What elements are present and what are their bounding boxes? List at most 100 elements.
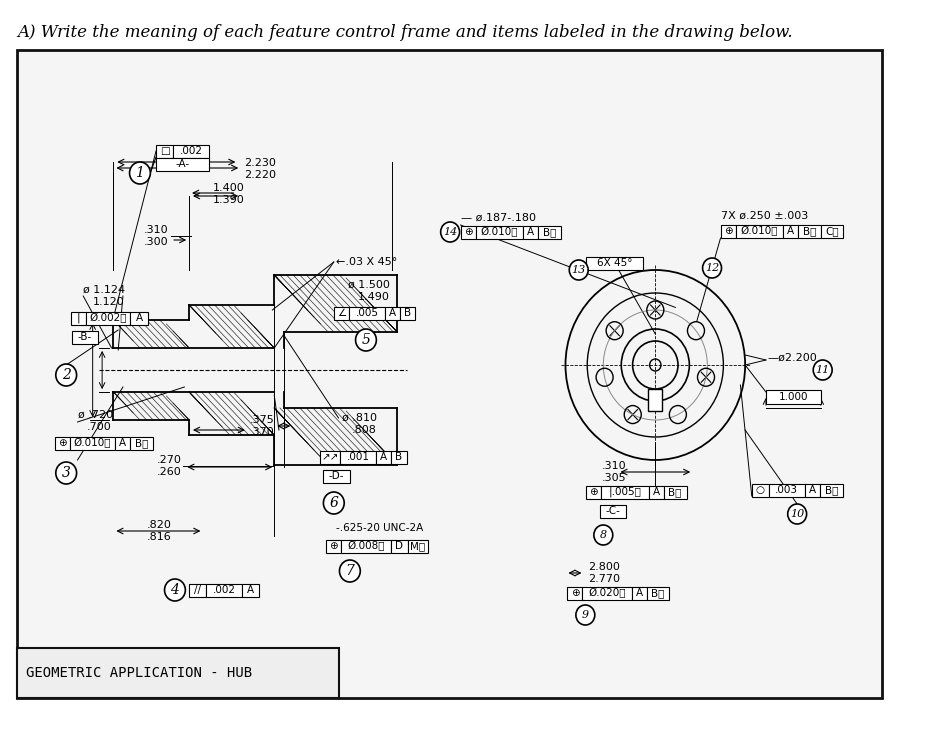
Text: —ø2.200: —ø2.200 (768, 353, 818, 363)
Text: .310: .310 (602, 461, 626, 471)
Text: .310: .310 (144, 225, 169, 235)
Bar (342, 539, 390, 553)
Text: D: D (395, 541, 403, 551)
Bar (130, 436, 153, 449)
Bar (407, 539, 428, 553)
Bar (646, 586, 669, 600)
Text: ⊕: ⊕ (329, 541, 338, 551)
Text: 1.490: 1.490 (357, 292, 389, 302)
Text: 3: 3 (62, 466, 70, 480)
Bar (156, 144, 173, 158)
Text: A: A (636, 588, 643, 598)
Text: 2.220: 2.220 (244, 170, 276, 180)
Bar (721, 224, 736, 237)
Bar (189, 583, 207, 597)
Text: ⊕: ⊕ (724, 226, 732, 236)
Text: 1.400: 1.400 (212, 183, 245, 193)
Bar (390, 539, 407, 553)
Bar (586, 257, 643, 270)
Circle shape (324, 492, 345, 514)
Text: BⓂ: BⓂ (543, 227, 556, 237)
Text: MⓂ: MⓂ (410, 541, 426, 551)
Text: 7X ø.250 ±.003: 7X ø.250 ±.003 (721, 211, 808, 221)
Circle shape (576, 605, 595, 625)
Text: 1.120: 1.120 (92, 297, 125, 307)
Text: .003: .003 (775, 485, 798, 495)
Text: B: B (395, 452, 403, 462)
Text: 10: 10 (790, 509, 804, 519)
Circle shape (787, 504, 806, 524)
Text: B: B (404, 308, 411, 318)
Text: BⓂ: BⓂ (668, 487, 682, 497)
Text: ø .810: ø .810 (343, 413, 377, 423)
Bar (173, 144, 209, 158)
Text: ⊕: ⊕ (570, 588, 580, 598)
Bar (17, 50, 883, 698)
Text: Ø.010Ⓜ: Ø.010Ⓜ (481, 227, 518, 237)
Text: 2.770: 2.770 (588, 574, 620, 584)
Text: A: A (381, 452, 387, 462)
Bar (461, 226, 476, 238)
Text: Ø.010Ⓜ: Ø.010Ⓜ (74, 438, 111, 448)
Text: A: A (135, 313, 143, 323)
Text: Ø.002Ⓜ: Ø.002Ⓜ (89, 313, 127, 323)
Bar (583, 586, 632, 600)
Text: .816: .816 (147, 532, 171, 542)
Bar (783, 224, 798, 237)
Bar (820, 484, 843, 496)
Bar (86, 312, 129, 325)
Text: ⊕: ⊕ (589, 487, 598, 497)
Text: ↗↗: ↗↗ (321, 452, 339, 462)
Bar (320, 451, 341, 463)
Text: 2.800: 2.800 (588, 562, 620, 572)
Bar (400, 306, 415, 320)
Text: □: □ (160, 146, 169, 156)
Text: CⓂ: CⓂ (825, 226, 839, 236)
Bar (71, 331, 98, 344)
Text: A: A (247, 585, 254, 595)
Bar (648, 389, 663, 411)
Text: .820: .820 (147, 520, 171, 530)
Text: -A-: -A- (175, 159, 189, 169)
Text: ø .720: ø .720 (77, 410, 112, 420)
Text: 2: 2 (62, 368, 70, 382)
Text: .001: .001 (347, 452, 370, 462)
Text: 7: 7 (346, 564, 354, 578)
Bar (55, 436, 70, 449)
Bar (385, 306, 400, 320)
Text: A: A (526, 227, 534, 237)
Bar (334, 306, 349, 320)
Text: BⓂ: BⓂ (651, 588, 664, 598)
Text: 13: 13 (571, 265, 585, 275)
Circle shape (355, 329, 376, 351)
Bar (586, 485, 602, 498)
Circle shape (129, 162, 150, 184)
Text: BⓂ: BⓂ (803, 226, 816, 236)
Bar (664, 485, 686, 498)
Text: A: A (119, 438, 127, 448)
Text: BⓂ: BⓂ (824, 485, 838, 495)
Text: 5: 5 (362, 333, 370, 347)
Bar (391, 451, 407, 463)
Text: 6: 6 (329, 496, 338, 510)
Text: 9: 9 (582, 610, 589, 620)
Text: A: A (787, 226, 794, 236)
Bar (115, 436, 130, 449)
Text: .700: .700 (87, 422, 111, 432)
Bar (476, 226, 523, 238)
Bar (602, 485, 648, 498)
Text: .305: .305 (602, 473, 626, 483)
Text: ⊕: ⊕ (58, 438, 67, 448)
Bar (798, 224, 821, 237)
Text: -B-: -B- (78, 332, 92, 342)
Text: 8: 8 (600, 530, 606, 540)
Circle shape (569, 260, 588, 280)
Bar (804, 484, 820, 496)
Bar (567, 586, 583, 600)
Circle shape (594, 525, 613, 545)
Text: 14: 14 (443, 227, 457, 237)
Text: 11: 11 (816, 365, 830, 375)
Bar (70, 436, 115, 449)
Text: 12: 12 (704, 263, 719, 273)
Circle shape (56, 364, 76, 386)
